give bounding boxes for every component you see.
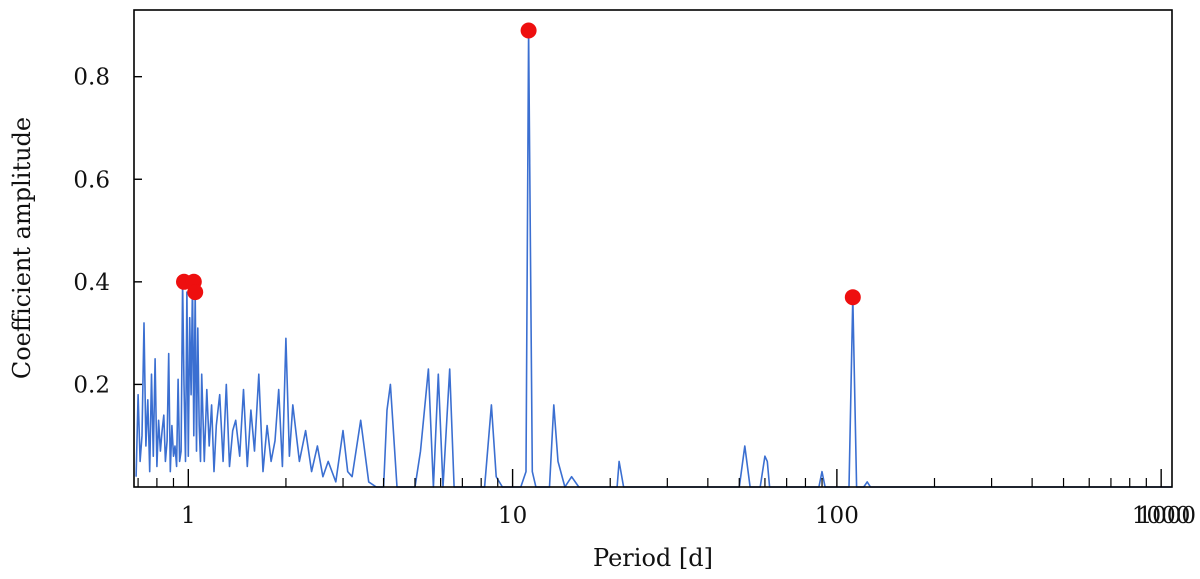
y-tick-label-2: 0.6 xyxy=(73,167,110,193)
peak-marker-3 xyxy=(520,22,537,39)
plot-frame xyxy=(133,9,1173,488)
y-tick-label-3: 0.8 xyxy=(73,65,110,91)
highlight-layer xyxy=(176,22,861,306)
tick-layer: 1 10 100 1000 0.2 0.4 0.6 0.8 xyxy=(73,65,1190,529)
x-tick-label-3: 1000 xyxy=(1132,503,1191,529)
x-tick-label-2: 100 xyxy=(815,503,859,529)
peak-marker-2 xyxy=(187,284,204,301)
x-tick-label-1: 10 xyxy=(498,503,527,529)
x-tick-label-0: 1 xyxy=(181,503,196,529)
x-tick-label-end: 1000 xyxy=(1137,503,1196,529)
y-axis-label: Coefficient amplitude xyxy=(8,117,36,379)
peak-marker-4 xyxy=(844,289,861,306)
x-axis-label: Period [d] xyxy=(593,544,713,572)
y-tick-label-1: 0.4 xyxy=(73,270,110,296)
y-tick-label-0: 0.2 xyxy=(73,372,110,398)
